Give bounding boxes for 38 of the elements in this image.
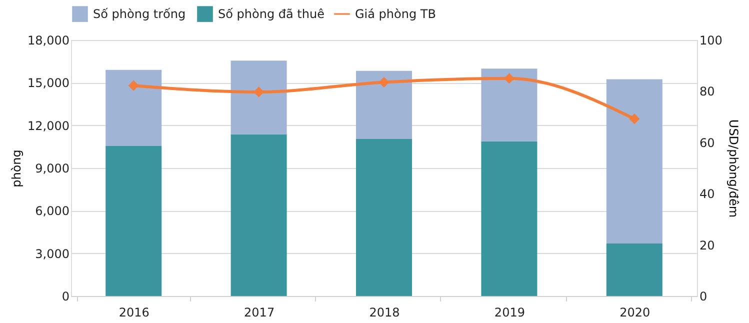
x-tick-label: 2020 <box>620 306 650 320</box>
y2-tick-label: 100 <box>700 34 722 48</box>
point <box>504 74 514 84</box>
bar <box>481 141 538 296</box>
y-tick-label: 3,000 <box>35 246 70 261</box>
bar <box>606 79 662 244</box>
x-tick-label: 2017 <box>244 306 275 320</box>
bar <box>356 70 412 139</box>
bar <box>106 70 162 146</box>
y-tick-label: 18,000 <box>28 34 70 48</box>
point <box>128 80 138 90</box>
x-tick-label: 2019 <box>494 306 525 320</box>
y-tick-label: 0 <box>62 290 70 304</box>
y2-tick-label: 80 <box>700 84 715 99</box>
x-tick-label: 2018 <box>369 306 400 320</box>
legend-label: Giá phòng TB <box>355 7 436 21</box>
y-tick-label: 6,000 <box>35 204 70 218</box>
y-tick-label: 12,000 <box>28 118 70 133</box>
y2-axis-title: USD/phòng/đêm <box>726 119 740 218</box>
point <box>379 77 389 88</box>
bar <box>356 138 412 296</box>
bar <box>230 60 287 134</box>
legend-label: Số phòng trống <box>93 7 186 22</box>
y2-tick-label: 20 <box>700 238 715 252</box>
x-tick-label: 2016 <box>118 306 150 320</box>
legend-label: Số phòng đã thuê <box>218 7 324 22</box>
bar <box>106 146 162 296</box>
y-tick-label: 15,000 <box>28 76 70 90</box>
bar <box>481 68 538 142</box>
point <box>254 87 264 97</box>
bar <box>606 244 662 296</box>
y-tick-label: 9,000 <box>35 162 70 176</box>
y2-tick-label: 40 <box>700 187 715 202</box>
y-axis-title: phòng <box>10 150 24 188</box>
point <box>630 114 640 124</box>
bar <box>230 134 287 296</box>
y2-tick-label: 0 <box>700 290 708 304</box>
y2-tick-label: 60 <box>700 136 715 150</box>
